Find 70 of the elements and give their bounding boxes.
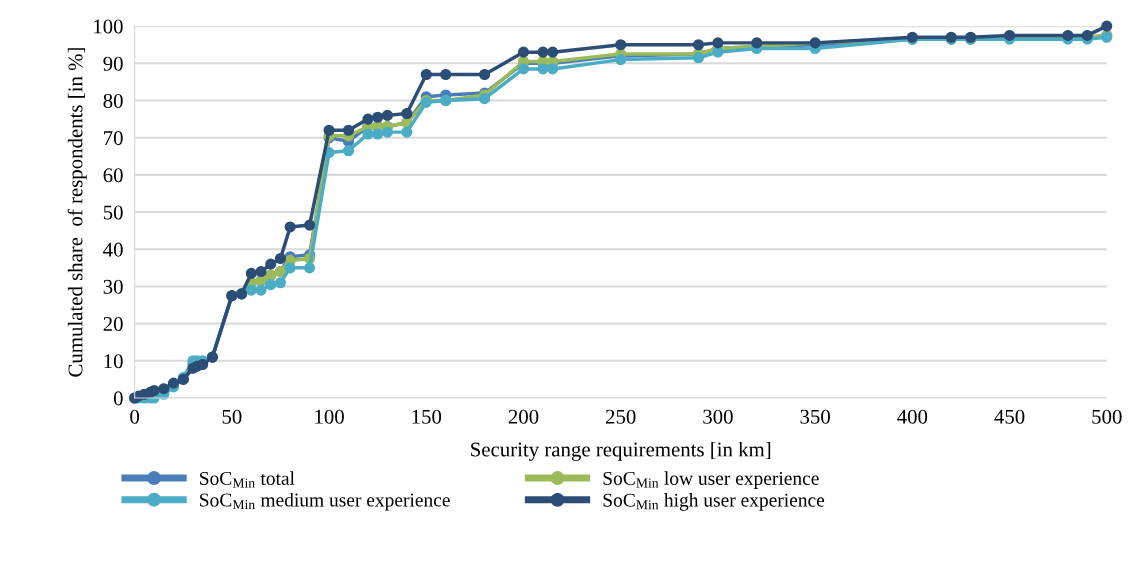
legend-label: SoC$_{Min}$ medium user experience: [200, 492, 450, 511]
x-tick-label: 300: [703, 409, 733, 424]
y-tick-label: 0: [113, 391, 123, 406]
y-tick-label: 70: [104, 131, 123, 146]
x-tick-label: 350: [800, 409, 830, 424]
x-tick-label: 500: [1092, 409, 1122, 424]
point: [362, 128, 374, 140]
point: [547, 46, 559, 58]
point: [304, 219, 316, 231]
point: [420, 68, 432, 81]
point: [323, 124, 335, 136]
point: [547, 63, 559, 75]
point: [692, 52, 705, 64]
point: [1101, 20, 1113, 32]
x-tick-label: 150: [412, 409, 442, 424]
point: [401, 107, 413, 120]
point: [537, 46, 549, 58]
y-tick-label: 30: [103, 279, 123, 294]
point: [615, 39, 627, 51]
x-tick-label: 0: [130, 409, 140, 424]
y-axis-title: Cumulated share of respondents [in %]: [67, 48, 87, 377]
point: [381, 126, 393, 138]
legend-label: SoC$_{Min}$ high user experience: [603, 493, 825, 511]
point: [372, 111, 384, 123]
y-tick-label: 40: [103, 242, 123, 257]
point: [479, 68, 491, 81]
y-tick-label: 50: [103, 205, 123, 220]
x-tick-label: 400: [897, 409, 928, 424]
legend-label: SoC$_{Min}$ low user experience: [603, 471, 819, 489]
point: [615, 54, 627, 66]
point: [372, 128, 384, 140]
point: [265, 258, 277, 270]
point: [284, 262, 296, 274]
point: [537, 63, 549, 75]
point: [342, 124, 355, 136]
y-tick-label: 90: [103, 56, 123, 71]
y-tick-label: 100: [94, 19, 123, 34]
point: [517, 63, 530, 75]
point: [342, 145, 355, 157]
x-tick-label: 100: [315, 409, 344, 424]
point: [255, 284, 267, 296]
x-axis-title: Security range requirements [in km]: [471, 441, 771, 461]
point: [440, 68, 452, 81]
x-tick-label: 250: [605, 409, 636, 424]
point: [381, 109, 393, 121]
point: [304, 262, 316, 274]
point: [245, 284, 257, 296]
y-tick-label: 60: [103, 168, 123, 183]
x-tick-label: 50: [222, 409, 242, 424]
x-tick-label: 450: [994, 409, 1025, 424]
point: [274, 252, 287, 265]
point: [255, 266, 267, 278]
point: [265, 279, 277, 291]
point: [712, 37, 724, 49]
point: [274, 277, 287, 289]
point: [148, 384, 160, 397]
legend-label: SoC$_{Min}$ total: [200, 471, 295, 488]
point: [712, 46, 724, 58]
point: [517, 46, 530, 58]
point: [362, 113, 374, 125]
point: [692, 39, 705, 51]
point: [751, 37, 763, 49]
point: [479, 93, 491, 105]
point: [401, 126, 413, 138]
x-tick-label: 200: [508, 409, 539, 424]
point: [284, 221, 296, 233]
y-tick-label: 10: [104, 354, 123, 369]
y-tick-label: 20: [103, 316, 123, 332]
point: [245, 267, 257, 279]
y-tick-label: 80: [103, 93, 123, 108]
